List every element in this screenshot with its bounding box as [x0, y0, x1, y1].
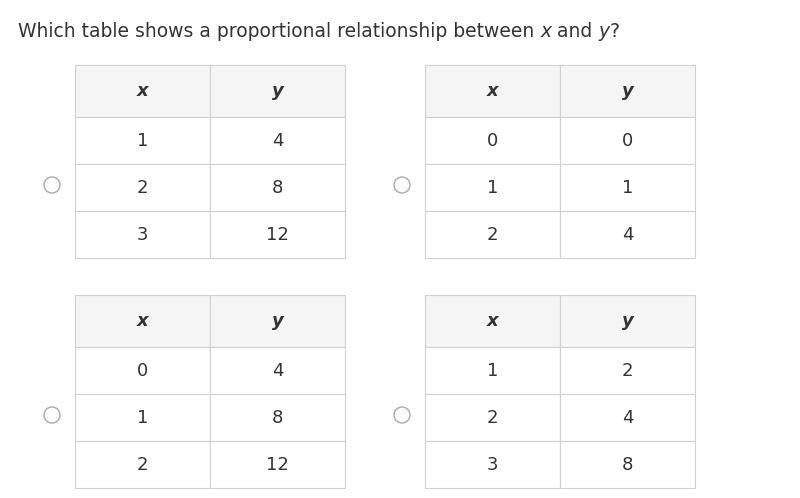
Text: 12: 12 [266, 456, 289, 474]
Bar [425, 164, 560, 211]
Text: 12: 12 [266, 226, 289, 244]
Bar [210, 164, 345, 211]
Bar [75, 295, 210, 347]
Text: x: x [486, 82, 498, 100]
Bar [210, 211, 345, 258]
Text: 1: 1 [487, 362, 498, 379]
Text: 2: 2 [622, 362, 634, 379]
Bar [75, 164, 210, 211]
Text: 2: 2 [137, 178, 148, 197]
Bar [210, 441, 345, 488]
Bar [560, 295, 695, 347]
Text: x: x [540, 22, 551, 41]
Bar [210, 65, 345, 117]
Bar [210, 394, 345, 441]
Text: 1: 1 [487, 178, 498, 197]
Bar [210, 347, 345, 394]
Text: 1: 1 [137, 131, 148, 149]
Bar [210, 295, 345, 347]
Bar [75, 117, 210, 164]
Bar [75, 65, 210, 117]
Bar [560, 65, 695, 117]
Text: ?: ? [610, 22, 620, 41]
Text: 4: 4 [272, 362, 283, 379]
Text: 0: 0 [622, 131, 633, 149]
Bar [75, 441, 210, 488]
Bar [425, 211, 560, 258]
Ellipse shape [44, 407, 60, 423]
Ellipse shape [394, 407, 410, 423]
Text: y: y [622, 82, 634, 100]
Text: 0: 0 [137, 362, 148, 379]
Text: 2: 2 [486, 408, 498, 426]
Text: 4: 4 [622, 226, 634, 244]
Text: 8: 8 [272, 408, 283, 426]
Text: and: and [551, 22, 598, 41]
Bar [75, 347, 210, 394]
Text: 1: 1 [622, 178, 633, 197]
Text: 1: 1 [137, 408, 148, 426]
Text: 3: 3 [486, 456, 498, 474]
Ellipse shape [44, 177, 60, 193]
Bar [560, 441, 695, 488]
Bar [560, 164, 695, 211]
Bar [210, 117, 345, 164]
Text: 3: 3 [137, 226, 148, 244]
Bar [560, 117, 695, 164]
Text: 8: 8 [622, 456, 633, 474]
Bar [425, 65, 560, 117]
Bar [425, 394, 560, 441]
Bar [425, 441, 560, 488]
Text: x: x [137, 312, 148, 330]
Text: y: y [272, 82, 283, 100]
Text: x: x [137, 82, 148, 100]
Text: y: y [622, 312, 634, 330]
Text: 2: 2 [137, 456, 148, 474]
Bar [75, 211, 210, 258]
Text: 8: 8 [272, 178, 283, 197]
Text: 0: 0 [487, 131, 498, 149]
Bar [560, 394, 695, 441]
Bar [425, 117, 560, 164]
Bar [560, 211, 695, 258]
Bar [425, 347, 560, 394]
Bar [560, 347, 695, 394]
Text: 2: 2 [486, 226, 498, 244]
Bar [75, 394, 210, 441]
Text: y: y [598, 22, 610, 41]
Text: x: x [486, 312, 498, 330]
Bar [425, 295, 560, 347]
Ellipse shape [394, 177, 410, 193]
Text: 4: 4 [272, 131, 283, 149]
Text: Which table shows a proportional relationship between: Which table shows a proportional relatio… [18, 22, 540, 41]
Text: y: y [272, 312, 283, 330]
Text: 4: 4 [622, 408, 634, 426]
